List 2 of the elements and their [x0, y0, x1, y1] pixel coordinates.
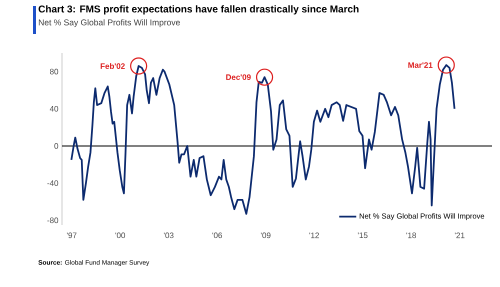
chart-subtitle: Net % Say Global Profits Will Improve	[38, 19, 180, 28]
chart-title: Chart 3: FMS profit expectations have fallen drastically since March	[38, 5, 358, 14]
